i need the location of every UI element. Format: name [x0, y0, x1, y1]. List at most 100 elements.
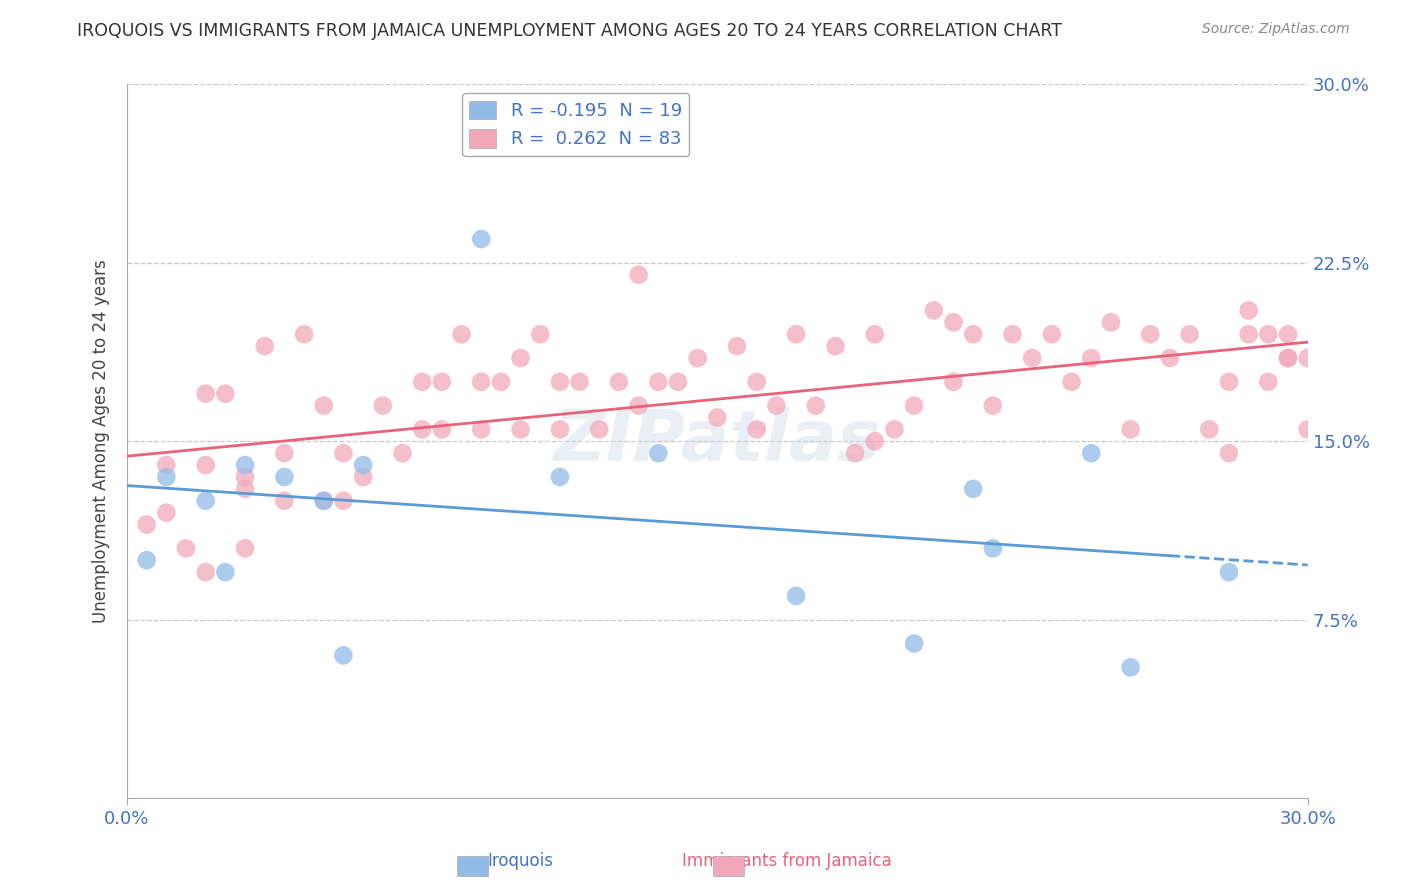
Point — [942, 375, 965, 389]
Point — [430, 422, 453, 436]
Point — [765, 399, 787, 413]
Point — [706, 410, 728, 425]
Point — [352, 470, 374, 484]
Point — [273, 470, 295, 484]
Point — [233, 458, 256, 472]
Point — [863, 327, 886, 342]
Point — [1257, 375, 1279, 389]
Point — [1277, 351, 1299, 365]
Point — [647, 375, 669, 389]
Point — [903, 636, 925, 650]
Point — [1296, 351, 1319, 365]
Point — [962, 482, 984, 496]
Point — [509, 351, 531, 365]
Point — [725, 339, 748, 353]
Point — [155, 506, 177, 520]
Point — [174, 541, 197, 556]
Point — [1257, 327, 1279, 342]
Point — [1218, 565, 1240, 579]
Point — [785, 327, 807, 342]
Point — [194, 565, 217, 579]
Point — [233, 541, 256, 556]
Text: Source: ZipAtlas.com: Source: ZipAtlas.com — [1202, 22, 1350, 37]
Point — [1139, 327, 1161, 342]
Point — [1277, 327, 1299, 342]
Point — [548, 470, 571, 484]
Point — [824, 339, 846, 353]
Point — [194, 493, 217, 508]
Point — [1296, 422, 1319, 436]
Point — [430, 375, 453, 389]
Point — [214, 386, 236, 401]
Point — [450, 327, 472, 342]
Point — [1198, 422, 1220, 436]
Point — [568, 375, 591, 389]
Point — [233, 470, 256, 484]
Point — [1021, 351, 1043, 365]
Point — [1277, 351, 1299, 365]
Point — [1080, 351, 1102, 365]
Point — [1178, 327, 1201, 342]
Point — [135, 517, 157, 532]
Point — [155, 470, 177, 484]
Point — [155, 458, 177, 472]
Point — [292, 327, 315, 342]
Point — [804, 399, 827, 413]
Point — [1237, 327, 1260, 342]
Point — [981, 399, 1004, 413]
Point — [981, 541, 1004, 556]
Point — [312, 399, 335, 413]
Point — [470, 232, 492, 246]
Point — [529, 327, 551, 342]
Legend: R = -0.195  N = 19, R =  0.262  N = 83: R = -0.195 N = 19, R = 0.262 N = 83 — [463, 94, 689, 155]
Point — [588, 422, 610, 436]
Point — [666, 375, 689, 389]
Text: ZIPatlas: ZIPatlas — [554, 407, 882, 475]
Point — [1237, 303, 1260, 318]
Point — [273, 446, 295, 460]
Point — [627, 399, 650, 413]
Point — [627, 268, 650, 282]
Point — [411, 422, 433, 436]
Point — [607, 375, 630, 389]
Text: Immigrants from Jamaica: Immigrants from Jamaica — [682, 852, 893, 870]
Point — [1218, 375, 1240, 389]
Point — [1119, 422, 1142, 436]
Point — [1218, 446, 1240, 460]
Point — [647, 446, 669, 460]
Point — [470, 375, 492, 389]
Point — [312, 493, 335, 508]
Point — [1159, 351, 1181, 365]
Point — [509, 422, 531, 436]
Y-axis label: Unemployment Among Ages 20 to 24 years: Unemployment Among Ages 20 to 24 years — [93, 260, 110, 624]
Point — [312, 493, 335, 508]
Point — [962, 327, 984, 342]
Point — [1060, 375, 1083, 389]
Point — [686, 351, 709, 365]
Point — [922, 303, 945, 318]
Point — [489, 375, 512, 389]
Point — [745, 422, 768, 436]
Point — [883, 422, 905, 436]
Point — [1080, 446, 1102, 460]
Point — [844, 446, 866, 460]
Point — [1119, 660, 1142, 674]
Point — [352, 458, 374, 472]
Point — [942, 315, 965, 329]
Point — [1001, 327, 1024, 342]
Point — [135, 553, 157, 567]
Point — [194, 458, 217, 472]
Point — [194, 386, 217, 401]
Point — [548, 422, 571, 436]
Point — [1099, 315, 1122, 329]
Point — [332, 493, 354, 508]
Point — [745, 375, 768, 389]
Point — [391, 446, 413, 460]
Point — [332, 648, 354, 663]
Text: Iroquois: Iroquois — [488, 852, 553, 870]
Text: IROQUOIS VS IMMIGRANTS FROM JAMAICA UNEMPLOYMENT AMONG AGES 20 TO 24 YEARS CORRE: IROQUOIS VS IMMIGRANTS FROM JAMAICA UNEM… — [77, 22, 1063, 40]
Point — [903, 399, 925, 413]
Point — [233, 482, 256, 496]
Point — [863, 434, 886, 449]
Point — [411, 375, 433, 389]
